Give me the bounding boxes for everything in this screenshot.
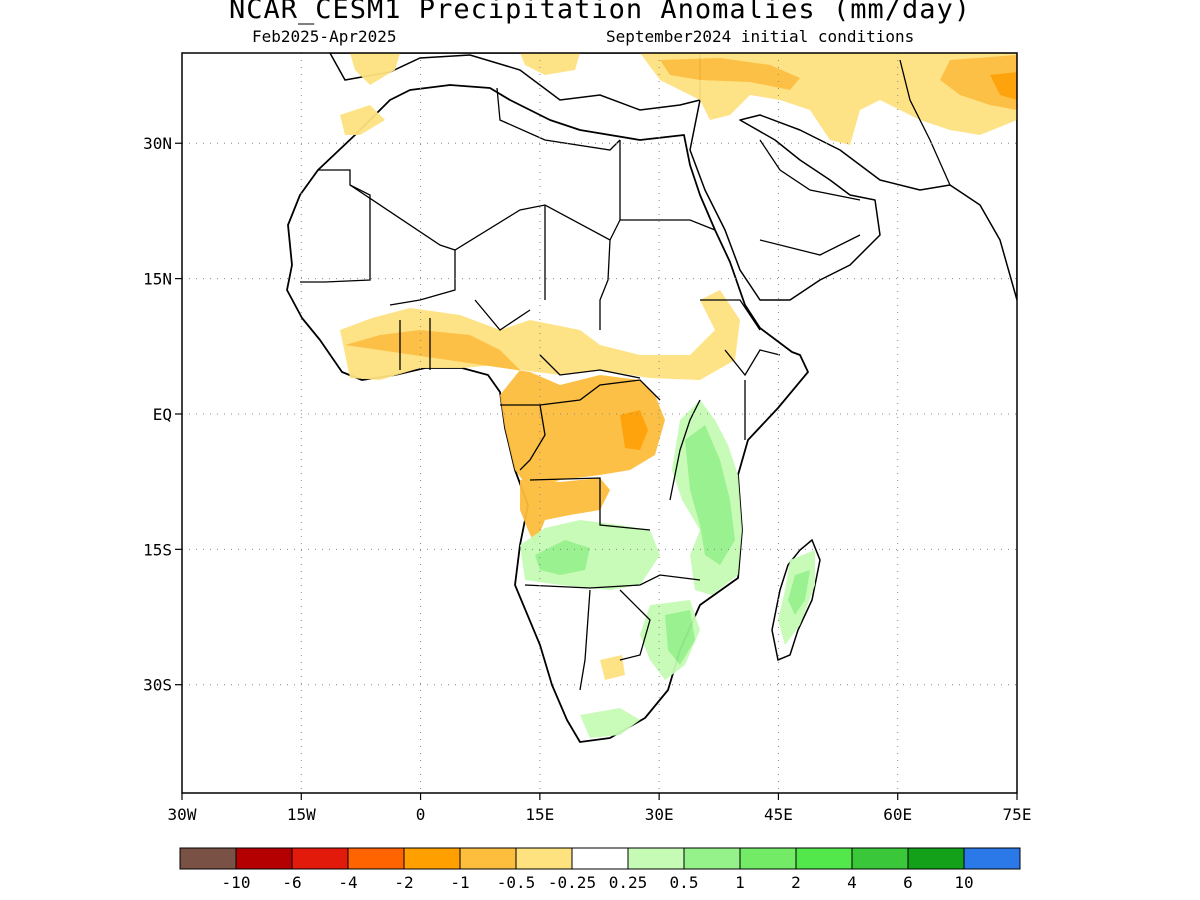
- forecast-period: Feb2025-Apr2025: [252, 27, 397, 46]
- lat-tick-label: EQ: [153, 405, 172, 424]
- wet-anomalies: [520, 400, 815, 738]
- colorbar-label: -6: [282, 873, 301, 892]
- colorbar-swatch: [235, 847, 293, 870]
- colorbar-swatch: [459, 847, 517, 870]
- colorbar-swatch: [907, 847, 965, 870]
- dry-anomalies: [340, 53, 1017, 680]
- colorbar-label: 4: [847, 873, 857, 892]
- colorbar-swatch: [963, 847, 1021, 870]
- colorbar-label: 0.5: [670, 873, 699, 892]
- colorbar-swatch: [571, 847, 629, 870]
- longitude-axis: 30W 15W 0 15E 30E 45E 60E 75E: [168, 793, 1032, 824]
- colorbar-label: -0.25: [548, 873, 596, 892]
- colorbar-swatch: [347, 847, 405, 870]
- colorbar-swatch: [851, 847, 909, 870]
- colorbar-label: 0.25: [609, 873, 648, 892]
- initial-conditions: September2024 initial conditions: [606, 27, 915, 46]
- lat-tick-label: 15S: [143, 540, 172, 559]
- colorbar-swatch: [179, 847, 237, 870]
- colorbar-swatch: [403, 847, 461, 870]
- colorbar-swatch: [515, 847, 573, 870]
- lat-tick-label: 15N: [143, 270, 172, 289]
- map-frame: [181, 52, 1018, 794]
- lon-tick-label: 0: [416, 805, 426, 824]
- colorbar-swatch: [795, 847, 853, 870]
- lat-tick-label: 30S: [143, 676, 172, 695]
- lon-tick-label: 45E: [764, 805, 793, 824]
- colorbar-label: -2: [394, 873, 413, 892]
- colorbar-swatch: [627, 847, 685, 870]
- colorbar-swatch: [683, 847, 741, 870]
- colorbar: -10 -6 -4 -2 -1 -0.5 -0.25 0.25 0.5 1 2 4 6 10: [179, 847, 1021, 892]
- map-content: [182, 53, 1017, 793]
- colorbar-label: 10: [954, 873, 973, 892]
- lat-tick-label: 30N: [143, 134, 172, 153]
- map-gridlines: [182, 53, 1017, 793]
- lon-tick-label: 30E: [645, 805, 674, 824]
- colorbar-label: -4: [338, 873, 357, 892]
- colorbar-label: 2: [791, 873, 801, 892]
- map-title: NCAR_CESM1 Precipitation Anomalies (mm/d…: [229, 0, 971, 25]
- lon-tick-label: 30W: [168, 805, 197, 824]
- lon-tick-label: 15W: [287, 805, 316, 824]
- lon-tick-label: 75E: [1003, 805, 1032, 824]
- colorbar-swatch: [291, 847, 349, 870]
- colorbar-label: -1: [450, 873, 469, 892]
- lon-tick-label: 60E: [883, 805, 912, 824]
- country-borders: [300, 59, 951, 691]
- colorbar-label: -10: [222, 873, 251, 892]
- colorbar-label: 1: [735, 873, 745, 892]
- colorbar-swatch: [739, 847, 797, 870]
- latitude-axis: 30N 15N EQ 15S 30S: [143, 134, 182, 695]
- colorbar-label: -0.5: [497, 873, 536, 892]
- lon-tick-label: 15E: [525, 805, 554, 824]
- colorbar-label: 6: [903, 873, 913, 892]
